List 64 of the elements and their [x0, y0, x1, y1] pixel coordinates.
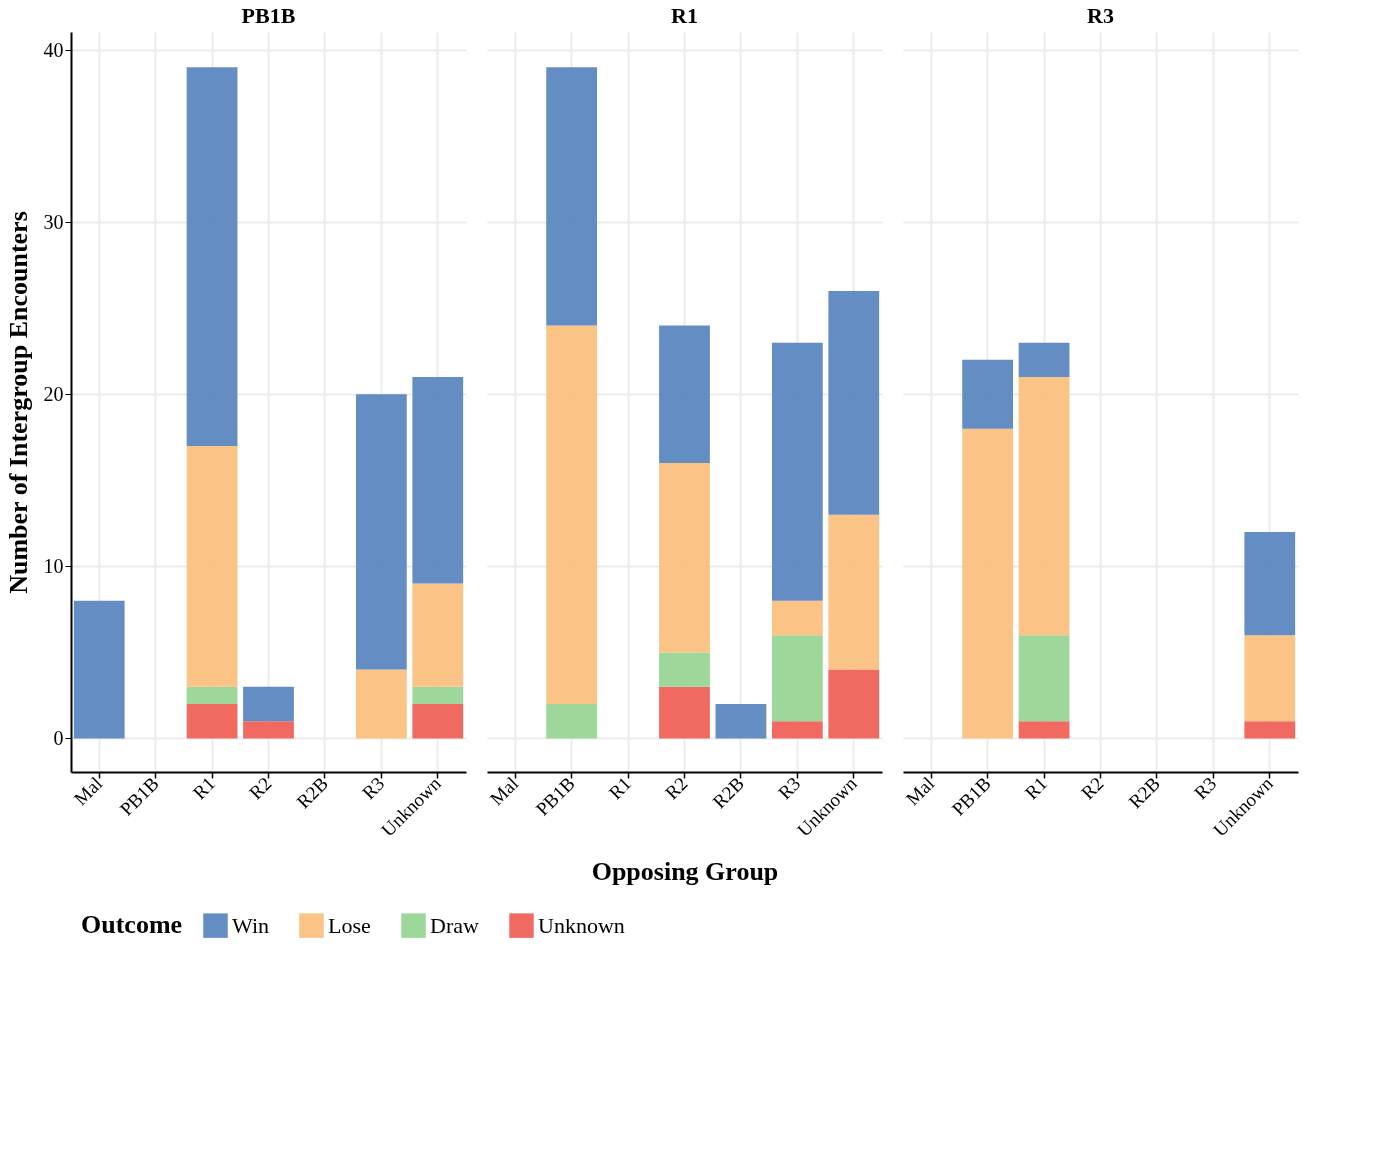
- legend-label: Win: [232, 912, 269, 938]
- bar: [1018, 377, 1070, 636]
- x-tick-label: R1: [604, 772, 636, 804]
- x-tick-label: R2: [661, 772, 692, 804]
- bar: [1018, 635, 1070, 722]
- x-tick-label: R2B: [1124, 772, 1164, 813]
- bar: [412, 377, 464, 584]
- bar: [355, 394, 407, 670]
- bar: [412, 704, 464, 739]
- bar: [186, 445, 238, 687]
- bar: [186, 67, 238, 446]
- bar: [715, 704, 767, 739]
- x-tick-label: R2B: [708, 772, 748, 813]
- x-tick-label: R2B: [292, 772, 332, 813]
- y-tick-label: 0: [53, 726, 64, 749]
- bar: [659, 652, 710, 687]
- bar: [1244, 635, 1296, 722]
- bar: [771, 721, 823, 739]
- bar: [243, 721, 294, 739]
- bar: [243, 686, 294, 722]
- legend-label: Lose: [328, 912, 371, 938]
- bar: [73, 600, 125, 739]
- chart-title: PB1B: [241, 3, 296, 28]
- y-tick-label: 40: [43, 38, 64, 61]
- bar: [1018, 342, 1070, 378]
- x-tick-label: R2: [1077, 772, 1108, 804]
- y-tick-label: 30: [43, 210, 64, 233]
- bar: [771, 342, 823, 601]
- bar: [659, 325, 710, 464]
- bar: [186, 704, 238, 739]
- x-tick-label: R2: [245, 772, 276, 804]
- x-tick-label: R1: [188, 772, 220, 804]
- bar: [546, 325, 598, 705]
- bar: [771, 635, 823, 722]
- legend-label: Unknown: [538, 912, 625, 938]
- x-tick-label: R1: [1020, 772, 1052, 804]
- bar: [659, 463, 710, 653]
- bar: [355, 669, 407, 739]
- chart-title: R3: [1087, 3, 1114, 28]
- bar: [828, 669, 880, 739]
- y-tick-label: 10: [43, 554, 64, 577]
- y-tick-label: 20: [43, 382, 64, 405]
- bar: [1244, 721, 1296, 739]
- bar: [828, 514, 880, 670]
- bar: [186, 686, 238, 705]
- x-tick-label: Mal: [901, 772, 939, 810]
- legend-label: Draw: [430, 912, 479, 938]
- bar: [962, 428, 1014, 739]
- bar: [771, 600, 823, 636]
- bar: [546, 704, 598, 739]
- bar: [1018, 721, 1070, 739]
- bar: [412, 583, 464, 687]
- bar: [828, 291, 880, 515]
- legend-title: Outcome: [81, 910, 183, 939]
- chart-title: R1: [671, 3, 698, 28]
- x-tick-label: Mal: [69, 772, 107, 810]
- x-axis-title: Opposing Group: [591, 856, 779, 886]
- x-tick-label: Mal: [485, 772, 523, 810]
- bar: [659, 686, 710, 739]
- bar: [1244, 531, 1296, 636]
- y-axis-title: Number of Intergroup Encounters: [3, 211, 33, 594]
- bar: [962, 359, 1014, 429]
- bar: [546, 67, 598, 326]
- bar: [412, 686, 464, 705]
